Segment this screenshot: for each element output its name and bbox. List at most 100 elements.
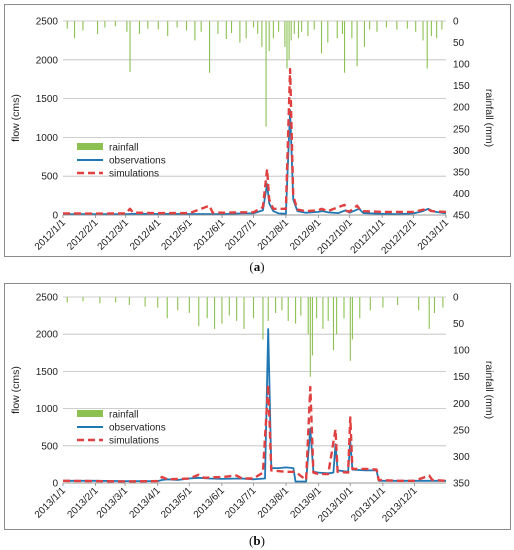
legend-label-rainfall: rainfall: [109, 143, 138, 154]
x-tick-label: 2012/10/1: [316, 217, 356, 257]
rainfall-bar: [114, 21, 116, 27]
y-tick-label: 0: [52, 211, 58, 222]
rainfall-bar: [176, 21, 178, 28]
caption-open: (: [249, 533, 254, 548]
rainfall-bar: [225, 21, 227, 40]
rainfall-bar: [194, 21, 196, 41]
x-tick-label: 2013/1/1: [33, 485, 69, 521]
x-tick-label: 2012/2/1: [65, 217, 101, 253]
rainfall-bar: [293, 21, 295, 34]
rainfall-bar: [252, 297, 255, 319]
rainfall-bar: [343, 297, 345, 319]
x-tick-label: 2013/5/1: [159, 485, 195, 521]
legend-label-observations: observations: [109, 156, 166, 167]
rainfall-bar: [126, 21, 128, 32]
rainfall-bar: [252, 21, 255, 28]
rainfall-bar: [430, 21, 432, 37]
y2-axis-title: rainfall (mm): [483, 89, 495, 147]
caption-letter: b: [253, 533, 261, 548]
rainfall-bar: [309, 297, 311, 377]
rainfall-bar: [157, 21, 159, 30]
rainfall-bar: [336, 21, 338, 39]
legend-label-simulations: simulations: [109, 169, 159, 180]
x-tick-label: 2013/1/1: [416, 217, 452, 253]
rainfall-bar: [198, 297, 200, 327]
rainfall-bar: [397, 297, 399, 305]
rainfall-bar: [239, 21, 241, 43]
rainfall-bar: [265, 21, 267, 127]
y-tick-label: 2000: [36, 330, 59, 341]
x-tick-label: 2012/6/1: [192, 217, 228, 253]
rainfall-bar: [295, 297, 297, 324]
rainfall-bar: [82, 297, 84, 302]
y2-tick-label: 50: [453, 38, 465, 49]
x-tick-label: 2013/4/1: [128, 485, 164, 521]
rainfall-bar: [82, 21, 84, 31]
rainfall-bar: [327, 21, 329, 43]
rainfall-bar: [313, 21, 315, 30]
rainfall-bar: [147, 21, 149, 29]
legend-swatch-rainfall: [77, 143, 103, 150]
rainfall-bar: [320, 21, 323, 54]
rainfall-bar: [217, 21, 219, 34]
rainfall-bar: [245, 21, 247, 39]
rainfall-bar: [349, 297, 351, 361]
rainfall-bar: [261, 21, 263, 47]
rainfall-bar: [359, 297, 361, 319]
legend-swatch-rainfall: [77, 410, 103, 417]
rainfall-bar: [369, 297, 371, 311]
rainfall-bar: [300, 297, 302, 316]
y-axis-title: flow (cms): [10, 94, 22, 142]
rainfall-bar: [442, 297, 444, 308]
rainfall-bar: [144, 297, 146, 307]
y-tick-label: 0: [52, 479, 58, 490]
rainfall-bar: [200, 21, 202, 32]
rainfall-bar: [281, 297, 283, 311]
rainfall-bar: [418, 297, 420, 311]
rainfall-bar: [311, 297, 313, 356]
x-tick-label: 2013/12/1: [380, 485, 420, 525]
y-tick-label: 2500: [36, 17, 59, 28]
rainfall-bar: [214, 297, 216, 329]
rainfall-bar: [287, 297, 289, 321]
rainfall-bar: [415, 21, 417, 32]
rainfall-bar: [99, 297, 101, 304]
y2-tick-label: 100: [453, 60, 470, 71]
rainfall-bar: [351, 21, 353, 39]
rainfall-bar: [257, 21, 259, 34]
x-tick-label: 2013/10/1: [316, 485, 356, 525]
rainfall-bar: [221, 297, 223, 324]
caption-open: (: [249, 259, 254, 274]
y2-tick-label: 200: [453, 103, 470, 114]
rainfall-bar: [188, 297, 190, 313]
y2-tick-label: 250: [453, 124, 470, 135]
rainfall-bar: [177, 297, 179, 311]
rainfall-bar: [426, 21, 428, 69]
rainfall-bar: [290, 21, 292, 41]
rainfall-bar: [138, 21, 140, 34]
caption-letter: a: [253, 259, 261, 274]
rainfall-bar: [74, 21, 76, 39]
x-tick-label: 2013/6/1: [192, 485, 228, 521]
x-tick-label: 2012/3/1: [96, 217, 132, 253]
y2-tick-label: 300: [453, 452, 470, 463]
rainfall-bar: [363, 21, 365, 47]
rainfall-bar: [262, 297, 264, 340]
x-tick-label: 2012/1/1: [33, 217, 69, 253]
rainfall-bar: [66, 21, 68, 29]
rainfall-bar: [243, 297, 245, 329]
rainfall-bar: [236, 297, 238, 321]
rainfall-bar: [441, 21, 443, 30]
rainfall-bar: [396, 21, 398, 30]
rainfall-bar: [332, 297, 335, 351]
simulations-line: [62, 383, 447, 483]
rainfall-bar: [316, 297, 318, 319]
flow-rainfall-chart-b: 0 500 1000 1500 2000 2500 0 50 100 150 200 250 300 35…: [10, 293, 495, 525]
rainfall-bar: [230, 21, 233, 34]
rainfall-bar: [376, 21, 378, 32]
rainfall-bar: [385, 21, 387, 28]
rainfall-bar: [228, 297, 230, 316]
x-tick-label: 2012/5/1: [159, 217, 195, 253]
caption-close: ): [260, 533, 265, 548]
rainfall-bar: [97, 21, 99, 34]
